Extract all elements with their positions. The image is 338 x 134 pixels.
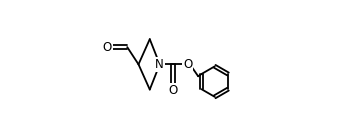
Text: O: O — [183, 58, 192, 71]
Text: O: O — [168, 84, 177, 97]
Text: N: N — [155, 58, 164, 71]
Text: O: O — [102, 41, 112, 54]
